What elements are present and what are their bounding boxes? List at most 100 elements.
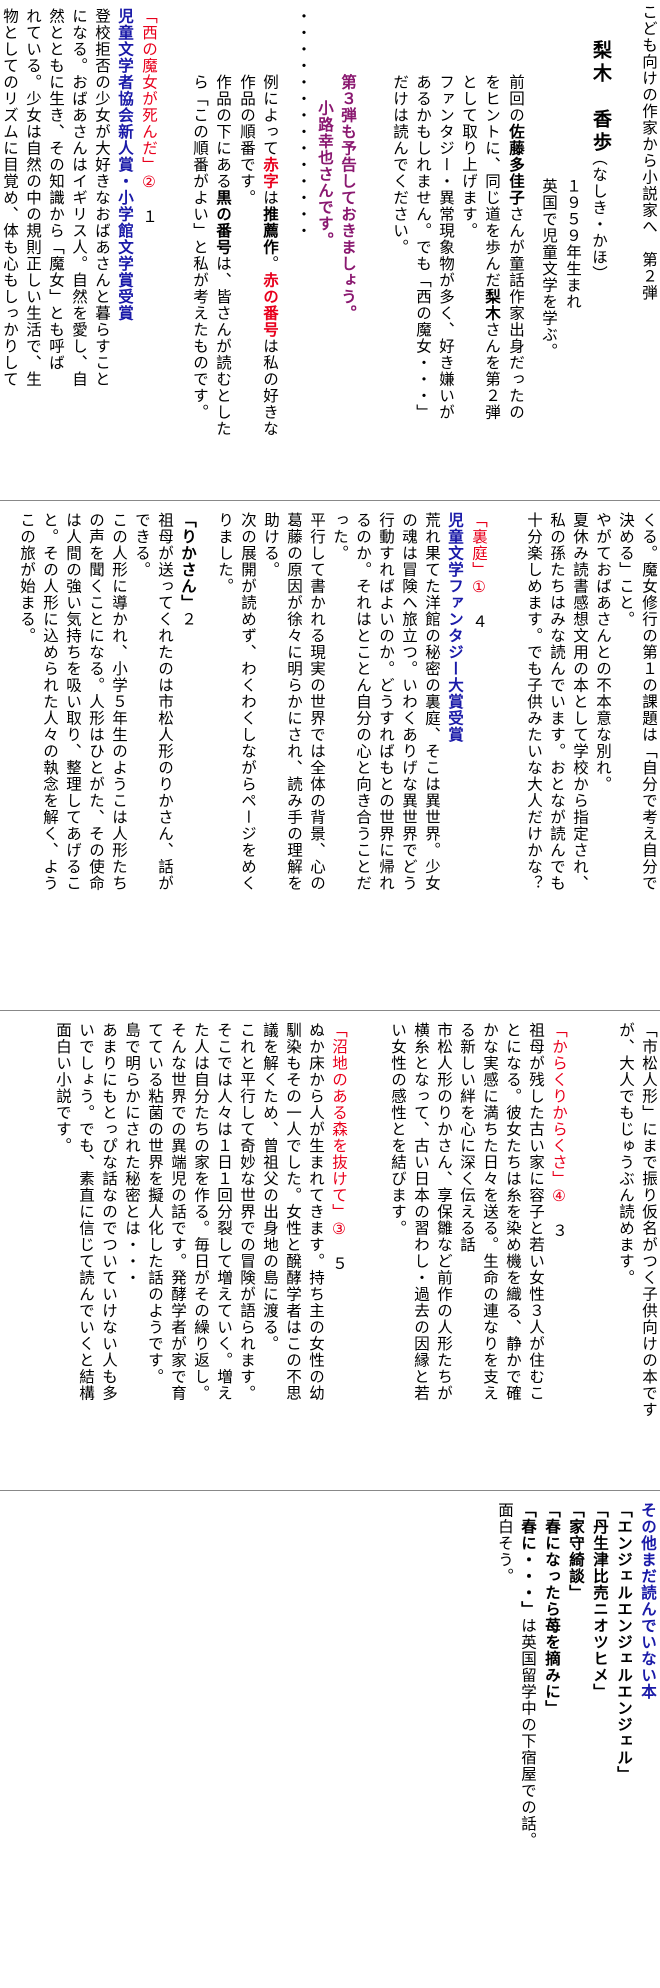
text-line: だけは読んでください。 (391, 74, 409, 256)
text-run: 島で明らかにされた秘密とは・・・ (123, 1022, 141, 1286)
text-run: は、皆さんが読むとした (214, 255, 232, 438)
text-run: ④ (550, 1187, 568, 1206)
text-run: になる。おばあさんはイギリス人。自然を愛し、自 (70, 8, 88, 388)
text-run: 然とともに生き、その知識から「魔女」とも呼ば (47, 8, 65, 371)
text-run: 面白そう。 (496, 1502, 514, 1585)
section-divider-1 (0, 500, 660, 501)
text-line: 祖母が残した古い家に容子と若い女性３人が住むこ (527, 1022, 545, 1402)
text-run: その他まだ読んでいない本 (639, 1502, 658, 1700)
intro-text: 前回の佐藤多佳子さんが童話作家出身だったの をヒントに、同じ道を歩んだ梨木さんを… (388, 74, 528, 421)
text-run: 議を解くため、曾祖父の出身地の島に渡る。 (261, 1022, 279, 1352)
text-run: をヒントに、同じ道を歩んだ (483, 74, 501, 289)
legend-text: 例によって赤字は推薦作。赤の番号は私の好きな 作品の順番です。 作品の下にある黒… (188, 74, 282, 437)
text-run: と。その人形に込められた人々の執念を解く、よう (41, 512, 59, 892)
text-line: の声を聞くことになる。人形はひとがた、その使命 (87, 512, 105, 892)
text-line: 私の孫たちはみな読んでいます。おとなが読んでも (548, 512, 566, 892)
text-run: だけは読んでください。 (391, 74, 409, 256)
text-line: 馴染もその一人でした。女性と醗酵学者はこの不思 (284, 1022, 302, 1402)
text-run: 推薦作 (261, 206, 280, 256)
section-divider-3 (0, 1490, 660, 1491)
text-line: と。その人形に込められた人々の執念を解く、よう (41, 512, 59, 892)
teaser-author-name: 小路幸也さんです。 (316, 100, 335, 249)
author-note: 英国で児童文学を学ぶ。 (540, 178, 558, 360)
text-line: 「春に・・・」は英国留学中の下宿屋での話。 (519, 1502, 538, 1849)
dotted-separator: ・・・・・・・・・・・・・・ (294, 8, 312, 239)
text-run: 「エンジェルエンジェルエンジェル」 (615, 1502, 634, 1783)
text-run: 「丹生津比売ニオツヒメ」 (591, 1502, 610, 1700)
text-line: りました。 (216, 512, 234, 595)
text-line: 「春になったら苺を摘みに」 (543, 1502, 562, 1717)
text-line: れている。少女は自然の中の規則正しい生活で、生 (24, 8, 42, 388)
text-line: そこでは人々は１日１回分裂して増えていく。増え (215, 1022, 233, 1402)
text-run: かな実感に満ちた日々を送る。生命の連なりを支え (481, 1022, 499, 1402)
text-run: の魂は冒険へ旅立つ。いわくありげな異世界でどう (400, 512, 418, 892)
text-run: い女性の感性とを結びます。 (389, 1022, 407, 1237)
text-run: ２ (179, 611, 197, 628)
book-numachi: 「沼地のある森を抜けて」③ ５ ぬか床から人が生まれてきます。持ち主の女性の幼 … (51, 1022, 350, 1402)
text-run: さんが童話作家出身だったの (507, 206, 525, 421)
text-run: 「りかさん」 (179, 512, 198, 611)
book-west-witch: 「西の魔女が死んだ」② １ 児童文学者協会新人賞・小学館文学賞受賞 登校拒否の少… (0, 8, 160, 388)
text-run: ファンタジー・異常現象物が多く、好き嫌いが (437, 74, 455, 421)
rikasan-summary: 「市松人形」にまで振り仮名がつく子供向けの本です が、大人でもじゅうぶん読めます… (614, 1022, 660, 1418)
text-run: 。 (261, 255, 279, 273)
text-run: りました。 (216, 512, 234, 595)
text-run: ③ (330, 1220, 348, 1239)
text-line: 「エンジェルエンジェルエンジェル」 (615, 1502, 634, 1783)
text-run: 「春になったら苺を摘みに」 (543, 1502, 562, 1717)
text-line: 「西の魔女が死んだ」② １ (140, 8, 158, 225)
text-line: くる。魔女修行の第１の課題は「自分で考え自分で (640, 512, 658, 892)
text-line: 「沼地のある森を抜けて」③ ５ (330, 1022, 348, 1272)
text-run: が、大人でもじゅうぶん読めます。 (617, 1022, 635, 1286)
text-run: 馴染もその一人でした。女性と醗酵学者はこの不思 (284, 1022, 302, 1402)
text-run: あるかもしれません。でも「西の魔女・・・」 (414, 74, 432, 421)
text-line: った。 (331, 512, 349, 562)
text-run: てている粘菌の世界を擬人化した話のようです。 (146, 1022, 164, 1385)
text-line: 「市松人形」にまで振り仮名がつく子供向けの本です (640, 1022, 658, 1418)
text-line: 葛藤の原因が徐々に明らかにされ、読み手の理解を (285, 512, 303, 892)
text-run: とになる。彼女たちは糸を染め機を織る、静かで確 (504, 1022, 522, 1402)
text-line: 「丹生津比売ニオツヒメ」 (591, 1502, 610, 1700)
series-header: こども向けの作家から小説家へ 第２弾 (640, 4, 658, 301)
text-run: は (261, 189, 279, 207)
text-run: 「沼地のある森を抜けて」 (330, 1022, 348, 1220)
text-line: 夏休み読書感想文用の本として学校から指定され、 (571, 512, 589, 892)
text-line: その他まだ読んでいない本 (639, 1502, 658, 1700)
text-run: 児童文学ファンタジー大賞受賞 (446, 512, 465, 743)
text-run: この旅が始まる。 (18, 512, 36, 644)
text-run: やがておばあさんとの不本意な別れ。 (594, 512, 612, 793)
text-line: 児童文学者協会新人賞・小学館文学賞受賞 (116, 8, 135, 322)
text-run: そんな世界での異端児の話です。発酵学者が家で育 (169, 1022, 187, 1402)
text-run: 赤字 (261, 156, 280, 190)
text-line: ファンタジー・異常現象物が多く、好き嫌いが (437, 74, 455, 421)
text-line: 十分楽しめます。でも子供みたいな大人だけかな？ (525, 512, 543, 892)
text-run: ３ (550, 1206, 568, 1240)
text-line: になる。おばあさんはイギリス人。自然を愛し、自 (70, 8, 88, 388)
text-run: 梨木 (483, 288, 502, 322)
text-run: 児童文学者協会新人賞・小学館文学賞受賞 (116, 8, 135, 322)
text-line: できる。 (133, 512, 151, 578)
text-run: 決める」こと。 (617, 512, 635, 628)
text-run: ② (140, 173, 158, 192)
text-line: 「からくりからくさ」④ ３ (550, 1022, 568, 1239)
text-line: 「家守綺談」 (567, 1502, 586, 1601)
text-line: 決める」こと。 (617, 512, 635, 628)
text-run: 荒れ果てた洋館の秘密の裏庭、そこは異世界。少女 (423, 512, 441, 892)
text-line: た人は自分たちの家を作る。毎日がその繰り返し。 (192, 1022, 210, 1402)
text-run: ぬか床から人が生まれてきます。持ち主の女性の幼 (307, 1022, 325, 1402)
text-line: かな実感に満ちた日々を送る。生命の連なりを支え (481, 1022, 499, 1402)
section-divider-2 (0, 1010, 660, 1011)
text-line: 荒れ果てた洋館の秘密の裏庭、そこは異世界。少女 (423, 512, 441, 892)
text-run: 例によって (261, 74, 279, 157)
text-run: できる。 (133, 512, 151, 578)
text-line: をヒントに、同じ道を歩んだ梨木さんを第２弾 (483, 74, 502, 421)
text-run: た人は自分たちの家を作る。毎日がその繰り返し。 (192, 1022, 210, 1402)
text-line: 祖母が送ってくれたのは市松人形のりかさん、話が (156, 512, 174, 892)
text-run: １ (140, 192, 158, 226)
text-line: として取り上げます。 (460, 74, 478, 239)
text-line: 平行して書かれる現実の世界では全体の背景、心の (308, 512, 326, 892)
text-run: 祖母が送ってくれたのは市松人形のりかさん、話が (156, 512, 174, 892)
text-run: 赤の番号 (261, 272, 280, 338)
text-line: は人間の強い気持ちを吸い取り、整理してあげるこ (64, 512, 82, 892)
text-run: 次の展開が読めず、わくわくしながらページをめく (239, 512, 257, 892)
